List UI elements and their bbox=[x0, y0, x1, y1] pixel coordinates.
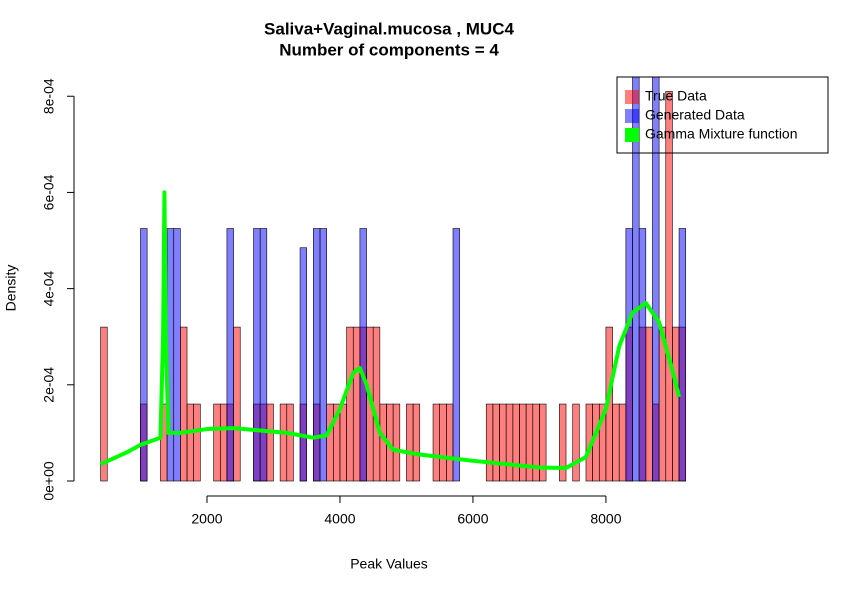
histogram-bar bbox=[226, 228, 234, 482]
histogram-bar bbox=[313, 228, 321, 482]
histogram-bar bbox=[253, 228, 261, 482]
legend-label: Gamma Mixture function bbox=[645, 126, 798, 142]
chart-subtitle: Number of components = 4 bbox=[279, 40, 499, 59]
y-tick-label: 2e-04 bbox=[41, 367, 57, 403]
histogram-bar bbox=[233, 326, 241, 482]
histogram-bar bbox=[279, 403, 288, 482]
legend-label: True Data bbox=[645, 88, 707, 104]
x-tick-label: 4000 bbox=[324, 511, 355, 527]
histogram-bar bbox=[359, 228, 367, 482]
histogram-bar bbox=[645, 326, 653, 482]
histogram-bar bbox=[432, 403, 440, 482]
histogram-bar bbox=[612, 403, 620, 482]
histogram-bar bbox=[678, 228, 687, 482]
histogram-bar bbox=[319, 228, 327, 482]
chart-title: Saliva+Vaginal.mucosa , MUC4 bbox=[264, 19, 514, 38]
histogram-bar bbox=[140, 228, 148, 482]
histogram-bar bbox=[505, 403, 514, 482]
y-tick-label: 0e+00 bbox=[41, 461, 57, 501]
histogram-bar bbox=[539, 403, 547, 482]
x-tick-label: 8000 bbox=[590, 511, 621, 527]
y-tick-label: 8e-04 bbox=[41, 78, 57, 114]
y-tick-label: 4e-04 bbox=[41, 271, 57, 307]
histogram-bar bbox=[625, 228, 633, 482]
y-axis-label: Density bbox=[3, 265, 19, 312]
histogram-bar bbox=[186, 403, 194, 482]
histogram-bar bbox=[665, 91, 673, 482]
histogram-bar bbox=[632, 77, 640, 482]
histogram-bar bbox=[559, 403, 567, 482]
x-tick-label: 6000 bbox=[457, 511, 488, 527]
histogram-bar bbox=[652, 77, 660, 482]
histogram-bar bbox=[638, 228, 647, 482]
x-tick-label: 2000 bbox=[191, 511, 222, 527]
histogram-bar bbox=[299, 247, 308, 482]
histogram-bar bbox=[446, 403, 454, 482]
histogram-bar bbox=[452, 228, 460, 482]
histogram-bar bbox=[266, 403, 274, 482]
histogram-bar bbox=[525, 403, 534, 482]
histogram-bar bbox=[512, 403, 520, 482]
plot-area bbox=[99, 77, 687, 482]
histogram-bar bbox=[392, 403, 401, 482]
histogram-bar bbox=[259, 228, 268, 482]
histogram-bar bbox=[326, 403, 334, 482]
histogram-bar bbox=[339, 403, 347, 482]
histogram-bar bbox=[100, 326, 108, 482]
legend-swatch bbox=[625, 90, 639, 104]
histogram-bar bbox=[406, 403, 414, 482]
histogram-bar bbox=[193, 403, 201, 482]
histogram-bar bbox=[412, 403, 421, 482]
histogram-bar bbox=[372, 326, 381, 482]
density-curve bbox=[99, 190, 682, 471]
histogram-bar bbox=[180, 326, 188, 482]
histogram-bar bbox=[346, 326, 354, 482]
legend-label: Generated Data bbox=[645, 107, 745, 123]
histogram-bar bbox=[173, 228, 181, 482]
legend-swatch bbox=[625, 128, 639, 142]
histogram-bar bbox=[492, 403, 500, 482]
histogram-bar bbox=[499, 403, 507, 482]
legend-box bbox=[616, 76, 829, 154]
histogram-bar bbox=[572, 403, 580, 482]
histogram-bar bbox=[439, 403, 447, 482]
x-axis-label: Peak Values bbox=[350, 556, 428, 572]
histogram-bar bbox=[219, 403, 228, 482]
histogram-bar bbox=[672, 326, 680, 482]
legend-swatch bbox=[625, 109, 639, 123]
histogram-bar bbox=[352, 326, 361, 482]
histogram-bar bbox=[519, 403, 527, 482]
histogram-bar bbox=[286, 403, 294, 482]
histogram-bar bbox=[532, 403, 540, 482]
y-tick-label: 6e-04 bbox=[41, 174, 57, 210]
histogram-bar bbox=[485, 403, 494, 482]
histogram-bar bbox=[213, 403, 221, 482]
histogram-bar bbox=[618, 403, 627, 482]
